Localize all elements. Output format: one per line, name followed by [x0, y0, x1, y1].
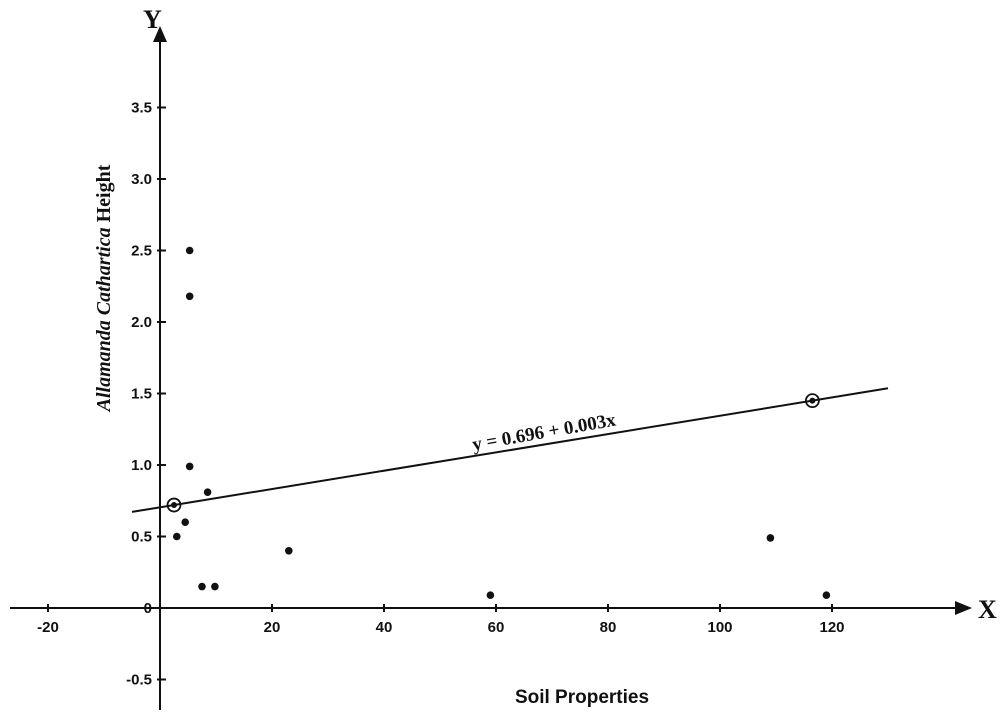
data-point	[173, 532, 181, 541]
x-tick-label: 40	[376, 619, 393, 636]
x-tick-label: 100	[707, 619, 732, 636]
axes	[10, 26, 972, 710]
regression-marker-dot	[809, 397, 816, 404]
data-point	[185, 292, 194, 301]
data-points	[173, 246, 831, 599]
y-axis-letter: Y	[143, 5, 162, 34]
regression-equation: y = 0.696 + 0.003x	[471, 410, 618, 456]
x-tick-label: 20	[264, 619, 281, 636]
y-axis-label: Allamanda Cathartica Height	[93, 164, 115, 413]
data-point	[185, 462, 194, 471]
y-tick-label: 1.0	[131, 457, 152, 474]
y-tick-label: 2.0	[131, 314, 152, 331]
data-point	[211, 582, 219, 591]
data-point	[181, 518, 189, 526]
data-point	[198, 582, 206, 591]
data-point	[185, 246, 194, 255]
regression-marker-ring	[805, 393, 820, 409]
x-tick-label: -20	[37, 619, 59, 636]
y-tick-label: 0	[144, 600, 152, 617]
x-tick-label: 80	[600, 619, 617, 636]
data-point	[822, 591, 831, 599]
x-axis-letter: X	[978, 595, 997, 624]
y-tick-label: -0.5	[126, 672, 152, 689]
y-axis-label-measure: Height	[93, 164, 115, 227]
regression-marker-dot	[171, 502, 177, 509]
tick-labels: -20 20 40 60 80 100 120 -0.5 0 0.5 1.0 1.5 2.0 2.5 3.0…	[37, 100, 844, 689]
x-axis-label: Soil Properties	[515, 687, 649, 708]
regression	[131, 387, 889, 513]
data-point	[766, 534, 775, 542]
y-axis-arrow	[153, 26, 167, 42]
y-tick-label: 0.5	[131, 529, 152, 546]
y-tick-label: 2.5	[131, 243, 152, 260]
y-tick-label: 3.5	[131, 100, 152, 117]
x-tick-label: 120	[819, 619, 844, 636]
data-point	[285, 547, 293, 555]
regression-line	[131, 387, 889, 513]
y-tick-label: 1.5	[131, 386, 152, 403]
x-tick-label: 60	[488, 619, 505, 636]
y-tick-label: 3.0	[131, 171, 152, 188]
data-point	[486, 591, 495, 599]
ticks	[47, 106, 833, 681]
data-point	[203, 488, 212, 496]
regression-marker-ring	[166, 497, 182, 513]
y-axis-label-species: Allamanda Cathartica	[93, 227, 115, 413]
x-axis-arrow	[955, 601, 972, 615]
